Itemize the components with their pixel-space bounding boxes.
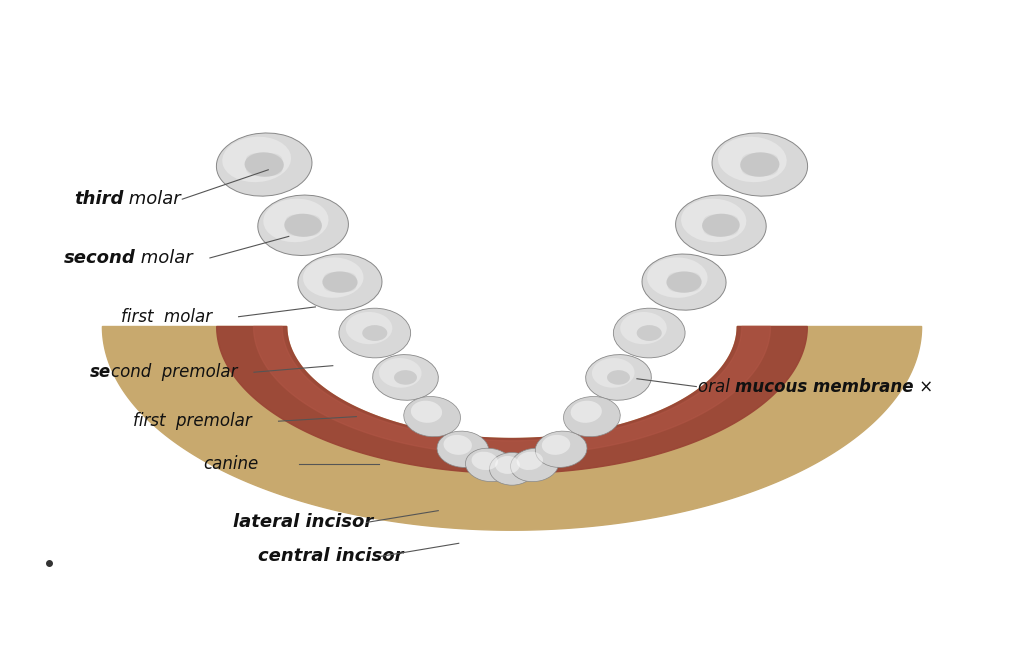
Ellipse shape xyxy=(411,401,442,423)
Ellipse shape xyxy=(339,308,411,358)
Ellipse shape xyxy=(324,272,342,283)
Text: mucous membrane: mucous membrane xyxy=(735,377,914,396)
Text: canine: canine xyxy=(203,454,258,473)
Ellipse shape xyxy=(362,325,387,341)
Text: third: third xyxy=(74,190,123,208)
Ellipse shape xyxy=(668,272,686,283)
Ellipse shape xyxy=(443,435,472,455)
Ellipse shape xyxy=(642,254,726,310)
Text: central incisor: central incisor xyxy=(258,547,403,565)
Ellipse shape xyxy=(758,163,778,176)
Ellipse shape xyxy=(394,370,417,385)
Ellipse shape xyxy=(301,215,321,227)
Ellipse shape xyxy=(286,224,305,236)
Ellipse shape xyxy=(741,153,762,167)
Ellipse shape xyxy=(668,281,686,292)
Ellipse shape xyxy=(262,163,283,176)
Ellipse shape xyxy=(245,152,284,177)
Ellipse shape xyxy=(536,431,587,468)
Ellipse shape xyxy=(301,224,321,236)
Ellipse shape xyxy=(613,308,685,358)
Ellipse shape xyxy=(741,163,762,176)
Ellipse shape xyxy=(607,370,630,385)
Text: se: se xyxy=(90,363,112,381)
Ellipse shape xyxy=(286,215,305,227)
Ellipse shape xyxy=(570,401,602,423)
Ellipse shape xyxy=(222,136,291,182)
Ellipse shape xyxy=(718,136,786,182)
Ellipse shape xyxy=(758,153,778,167)
Ellipse shape xyxy=(263,199,329,242)
Text: oral: oral xyxy=(698,377,735,396)
Text: cond  premolar: cond premolar xyxy=(112,363,238,381)
Polygon shape xyxy=(102,326,922,530)
Ellipse shape xyxy=(496,456,520,474)
Ellipse shape xyxy=(563,396,621,437)
Ellipse shape xyxy=(719,215,738,227)
Text: ×: × xyxy=(914,377,933,396)
Ellipse shape xyxy=(637,325,662,341)
Ellipse shape xyxy=(472,452,498,470)
Text: second: second xyxy=(63,249,135,267)
Ellipse shape xyxy=(216,133,312,196)
Ellipse shape xyxy=(373,355,438,400)
Ellipse shape xyxy=(681,199,746,242)
Ellipse shape xyxy=(682,281,700,292)
Ellipse shape xyxy=(246,163,266,176)
Ellipse shape xyxy=(586,355,651,400)
Polygon shape xyxy=(254,326,770,455)
Ellipse shape xyxy=(676,195,766,255)
Ellipse shape xyxy=(511,448,558,482)
Ellipse shape xyxy=(667,272,701,293)
Ellipse shape xyxy=(466,448,513,482)
Ellipse shape xyxy=(246,153,266,167)
Ellipse shape xyxy=(346,312,392,344)
Ellipse shape xyxy=(592,358,635,388)
Text: first  premolar: first premolar xyxy=(133,412,252,430)
Ellipse shape xyxy=(437,431,488,468)
Ellipse shape xyxy=(719,224,738,236)
Ellipse shape xyxy=(702,214,739,237)
Ellipse shape xyxy=(298,254,382,310)
Ellipse shape xyxy=(621,312,667,344)
Ellipse shape xyxy=(489,453,535,485)
Text: first  molar: first molar xyxy=(121,308,212,326)
Ellipse shape xyxy=(338,272,356,283)
Ellipse shape xyxy=(338,281,356,292)
Ellipse shape xyxy=(703,224,723,236)
Polygon shape xyxy=(217,326,807,473)
Ellipse shape xyxy=(712,133,808,196)
Ellipse shape xyxy=(258,195,348,255)
Ellipse shape xyxy=(324,281,342,292)
Text: molar: molar xyxy=(123,190,180,208)
Text: molar: molar xyxy=(135,249,193,267)
Ellipse shape xyxy=(323,272,357,293)
Ellipse shape xyxy=(542,435,570,455)
Text: lateral incisor: lateral incisor xyxy=(233,513,374,532)
Ellipse shape xyxy=(262,153,283,167)
Ellipse shape xyxy=(703,215,723,227)
Ellipse shape xyxy=(403,396,461,437)
Ellipse shape xyxy=(740,152,779,177)
Ellipse shape xyxy=(517,452,543,470)
Ellipse shape xyxy=(285,214,322,237)
Ellipse shape xyxy=(682,272,700,283)
Ellipse shape xyxy=(379,358,422,388)
Ellipse shape xyxy=(647,257,708,298)
Ellipse shape xyxy=(303,257,364,298)
